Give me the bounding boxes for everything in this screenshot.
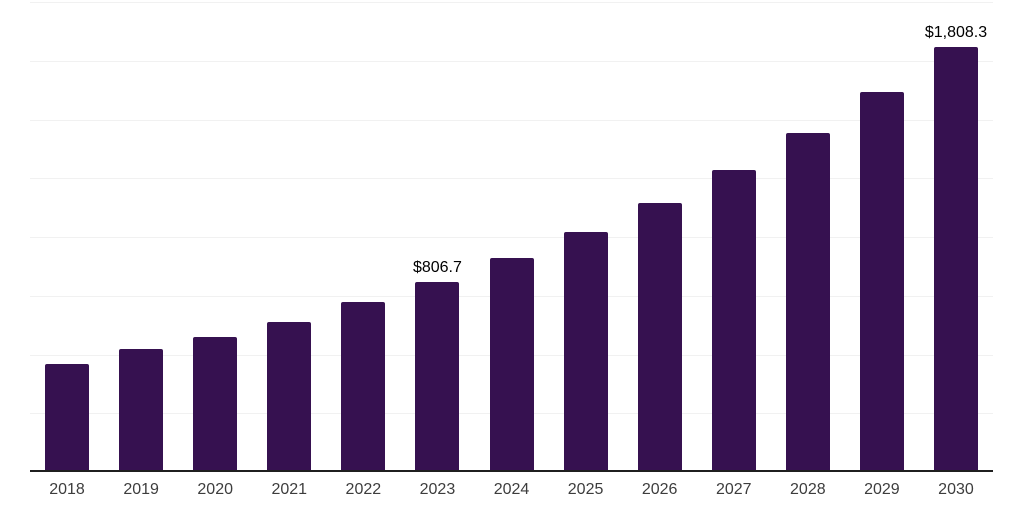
bar-slot-2018 (30, 2, 104, 472)
x-tick-2027: 2027 (715, 481, 752, 498)
x-tick-2025: 2025 (567, 481, 604, 498)
bar-slot-2023: $806.7 (400, 2, 474, 472)
x-tick-2021: 2021 (271, 481, 308, 498)
x-tick-2026: 2026 (641, 481, 678, 498)
gridline (30, 60, 993, 62)
bar-slot-2026 (623, 2, 697, 472)
bar-2028 (785, 133, 830, 472)
x-axis-line (30, 470, 993, 472)
x-tick-2020: 2020 (197, 481, 233, 498)
bars-container: $806.7 $1,808.3 (30, 2, 993, 472)
bar-slot-2020 (178, 2, 252, 472)
x-tick-2018: 2018 (49, 481, 85, 498)
bar-slot-2019 (104, 2, 178, 472)
x-tick-2029: 2029 (864, 481, 900, 498)
x-tick-2024: 2024 (493, 481, 530, 498)
bar-slot-2022 (326, 2, 400, 472)
plot-area: $806.7 $1,808.3 (30, 2, 993, 472)
bar-2021 (267, 321, 312, 472)
bar-slot-2029 (845, 2, 919, 472)
bar-slot-2024 (474, 2, 548, 472)
gridline (30, 119, 993, 121)
bar-2019 (119, 349, 164, 472)
bar-2030 (933, 47, 978, 472)
bar-slot-2030: $1,808.3 (919, 2, 993, 472)
bar-2025 (563, 232, 608, 472)
bar-2022 (341, 301, 386, 472)
x-tick-2023: 2023 (419, 481, 456, 498)
x-axis-tick-labels: 2018 2019 2020 2021 2022 2023 2024 2025 2026 2027… (30, 480, 993, 499)
bar-2023 (415, 282, 460, 472)
x-tick-2030: 2030 (938, 481, 974, 498)
data-label-2030: $1,808.3 (924, 24, 988, 42)
bar-slot-2021 (252, 2, 326, 472)
gridline (30, 237, 993, 238)
data-label-2023: $806.7 (412, 259, 462, 277)
bar-2027 (711, 170, 756, 472)
bar-2029 (859, 92, 904, 472)
x-tick-2028: 2028 (790, 481, 826, 498)
bar-2024 (489, 258, 534, 472)
gridline (30, 2, 993, 3)
bar-slot-2028 (771, 2, 845, 472)
bar-2018 (45, 363, 90, 472)
gridline (30, 178, 993, 180)
bar-2026 (637, 203, 682, 472)
x-tick-2022: 2022 (345, 481, 382, 498)
x-tick-2019: 2019 (123, 481, 159, 498)
bar-slot-2025 (549, 2, 623, 472)
bar-slot-2027 (697, 2, 771, 472)
bar-2020 (193, 336, 238, 472)
